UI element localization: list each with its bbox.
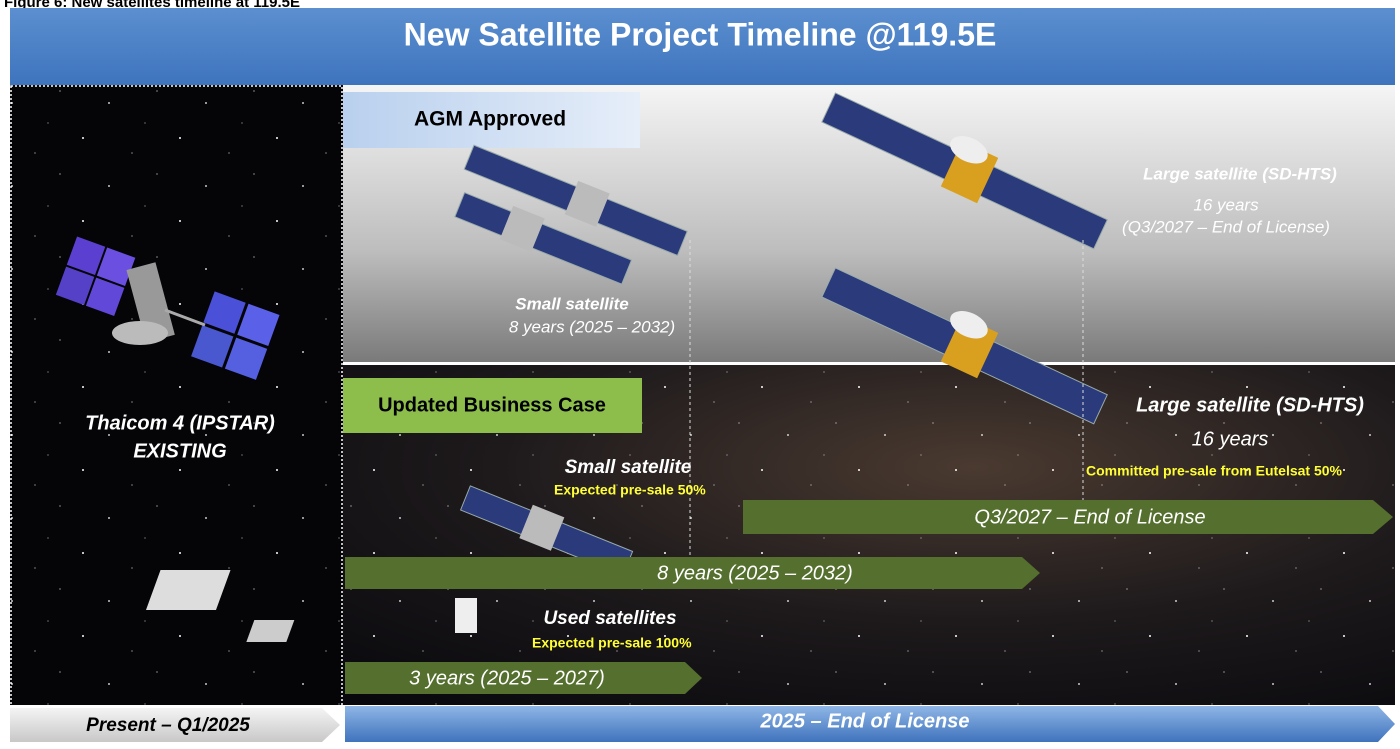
page: Figure 6: New satellites timeline at 119…: [0, 0, 1400, 749]
agm-large-period: (Q3/2027 – End of License): [1122, 217, 1330, 236]
timeline-small: 8 years (2025 – 2032): [657, 562, 853, 584]
timeline-license: 2025 – End of License: [760, 710, 970, 732]
present-label: Present – Q1/2025: [86, 715, 250, 736]
existing-status: EXISTING: [133, 440, 226, 462]
agm-large-name: Large satellite (SD-HTS): [1143, 164, 1337, 183]
timeline-large: Q3/2027 – End of License: [974, 506, 1205, 528]
agm-small-duration: 8 years (2025 – 2032): [509, 317, 675, 336]
bc-large-name: Large satellite (SD-HTS): [1136, 394, 1364, 416]
used-name: Used satellites: [543, 608, 676, 629]
slide: Figure 6: New satellites timeline at 119…: [0, 0, 1400, 749]
bc-large-duration: 16 years: [1192, 428, 1269, 450]
bc-small-presale: Expected pre-sale 50%: [554, 482, 706, 498]
slide-title: New Satellite Project Timeline @119.5E: [404, 16, 997, 52]
agm-small-name: Small satellite: [515, 294, 628, 313]
stars: [10, 85, 343, 705]
bc-small-name: Small satellite: [565, 457, 692, 478]
agm-label: AGM Approved: [414, 108, 566, 131]
agm-large-duration: 16 years: [1193, 195, 1259, 214]
used-presale: Expected pre-sale 100%: [532, 635, 692, 651]
bc-large-presale: Committed pre-sale from Eutelsat 50%: [1086, 463, 1343, 479]
existing-name: Thaicom 4 (IPSTAR): [85, 412, 275, 434]
timeline-used: 3 years (2025 – 2027): [409, 667, 605, 689]
business-label: Updated Business Case: [378, 394, 606, 416]
